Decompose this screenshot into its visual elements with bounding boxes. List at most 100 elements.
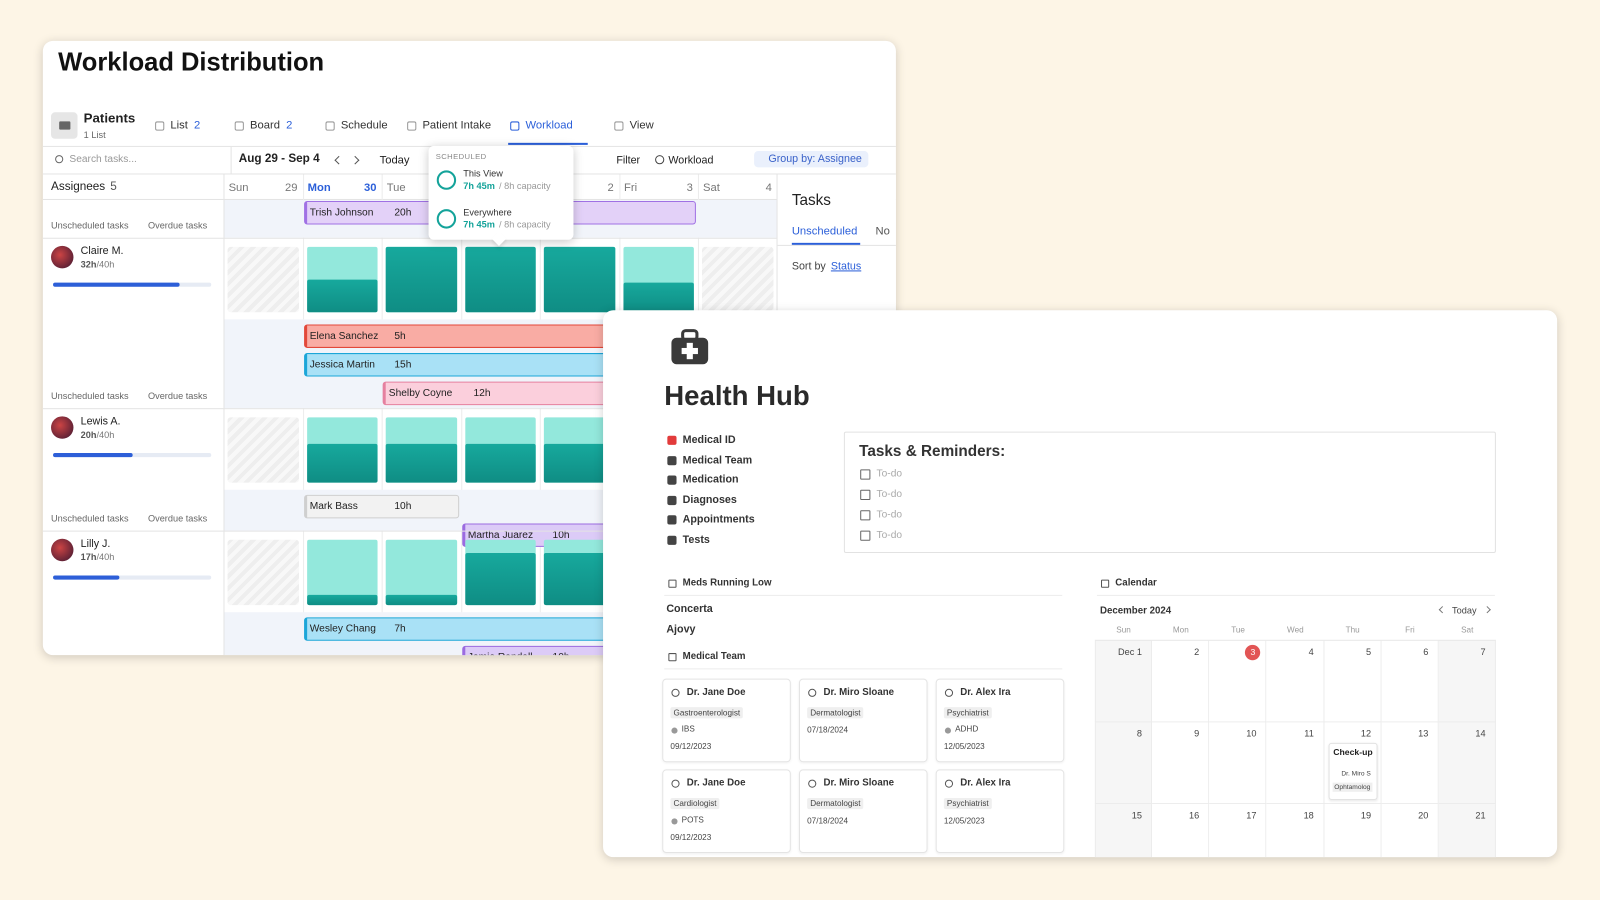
day-cell[interactable]: 17 [1209, 804, 1267, 858]
nav-icon [667, 495, 677, 505]
folder-shape [59, 121, 71, 130]
day-cell[interactable]: 21 [1438, 804, 1496, 858]
day-cell[interactable]: 2 [1152, 640, 1210, 723]
day-number: 12 [1360, 728, 1372, 739]
panel-tab[interactable]: No [875, 225, 890, 238]
checkbox[interactable] [860, 530, 871, 541]
hours-capacity: /40h [96, 259, 115, 270]
checkbox[interactable] [860, 510, 871, 521]
task-bar[interactable]: Elena Sanchez 5h [303, 324, 696, 348]
load-block [543, 443, 615, 483]
event-tag: Ophtamolog [1332, 782, 1373, 792]
doctor-card[interactable]: Dr. Miro Sloane Dermatologist 07/18/2024 [798, 769, 928, 854]
next-arrow[interactable] [350, 155, 360, 165]
divider [223, 174, 225, 656]
person-name: Lewis A. [80, 415, 121, 428]
day-cell[interactable]: 13 [1381, 722, 1439, 805]
task-hours: 10h [552, 529, 570, 541]
section-title: Calendar [1115, 577, 1157, 589]
health-hub-card: Health Hub Medical ID Medical Team Medicati… [603, 310, 1558, 858]
task-name: Wesley Chang [309, 623, 376, 635]
task-hours: 12h [473, 387, 491, 399]
search-input[interactable]: Search tasks... [69, 154, 137, 166]
day-number: 19 [1360, 810, 1372, 821]
filter-button[interactable]: Filter [616, 154, 641, 167]
panel-tab[interactable]: Unscheduled [791, 225, 858, 238]
day-cell[interactable]: 9 [1152, 722, 1210, 805]
day-cell[interactable]: 20 [1381, 804, 1439, 858]
nav-link[interactable]: Medical Team [682, 453, 753, 466]
day-cell[interactable]: 7 [1438, 640, 1496, 723]
divider [664, 668, 1063, 670]
sort-label: Sort by [791, 260, 826, 273]
nav-link[interactable]: Tests [682, 533, 710, 546]
day-cell[interactable]: 19 [1324, 804, 1382, 858]
checkbox[interactable] [860, 469, 871, 480]
day-number: 15 [1131, 810, 1142, 821]
event-card[interactable]: Check-up Dr. Miro S Ophtamolog [1328, 742, 1378, 800]
divider [1094, 639, 1496, 641]
progress-track [53, 453, 212, 458]
day-cell[interactable]: 14 [1438, 722, 1496, 805]
doctor-card[interactable]: Dr. Jane Doe Gastroenterologist IBS 09/12/2… [662, 678, 791, 763]
day-cell[interactable]: 18 [1266, 804, 1325, 858]
overdue-label: Overdue tasks [147, 390, 208, 402]
day-cell[interactable]: 8 [1094, 722, 1153, 805]
space-icon [51, 112, 78, 139]
title: Workload Distribution [58, 47, 325, 77]
workload-button[interactable]: Workload [668, 154, 714, 167]
tab[interactable]: View [630, 119, 654, 131]
tab[interactable]: List 2 [170, 119, 200, 131]
nav-link[interactable]: Medication [682, 473, 739, 486]
checkbox[interactable] [860, 489, 871, 500]
tab[interactable]: Workload [526, 119, 573, 131]
day-cell[interactable]: 5 [1324, 640, 1382, 723]
tab-label: Patient Intake [422, 119, 492, 132]
nav-link[interactable]: Appointments [682, 513, 755, 526]
person-name: Lilly J. [80, 537, 111, 550]
todo-item: To-do [876, 488, 903, 500]
task-bar[interactable]: Mark Bass 10h [303, 494, 459, 519]
day-cell[interactable]: 6 [1381, 640, 1439, 723]
doctor-icon [671, 779, 680, 788]
nav-link[interactable]: Diagnoses [682, 493, 737, 506]
tab[interactable]: Patient Intake [422, 119, 491, 131]
day-cell[interactable]: 15 [1094, 804, 1153, 858]
today-button[interactable]: Today [379, 154, 410, 167]
next-month[interactable] [1483, 606, 1491, 614]
nav-icon [667, 435, 677, 445]
doctor-card[interactable]: Dr. Miro Sloane Dermatologist 07/18/2024 [798, 678, 928, 763]
tab[interactable]: Schedule [341, 119, 388, 131]
doctor-name: Dr. Miro Sloane [823, 777, 895, 789]
today-button[interactable]: Today [1452, 605, 1477, 616]
page-title: Health Hub [664, 380, 810, 412]
scope-label: Everywhere [463, 207, 512, 218]
doctor-card[interactable]: Dr. Alex Ira Psychiatrist ADHD 12/05/2023 [935, 678, 1065, 763]
doctor-card[interactable]: Dr. Alex Ira Psychiatrist 12/05/2023 [935, 769, 1065, 854]
load-block [464, 443, 536, 483]
day-cell[interactable]: 4 [1266, 640, 1325, 723]
task-bar[interactable]: Wesley Chang 7h [303, 617, 696, 641]
group-chip[interactable]: Group by: Assignee [754, 151, 868, 168]
day-cell[interactable]: 10 [1209, 722, 1267, 805]
prev-arrow[interactable] [334, 155, 344, 165]
day-cell[interactable]: 11 [1266, 722, 1325, 805]
day-cell[interactable]: 16 [1152, 804, 1210, 858]
day-number: 21 [1475, 810, 1486, 821]
nav-link[interactable]: Medical ID [682, 433, 736, 446]
sort-value[interactable]: Status [830, 260, 862, 273]
hours: 7h 45m [463, 219, 495, 230]
prev-month[interactable] [1438, 606, 1446, 614]
tab[interactable]: Board 2 [250, 119, 292, 131]
day-cell[interactable]: 12 Check-up Dr. Miro S Ophtamolog [1324, 722, 1382, 805]
weekday: Thu [1345, 625, 1360, 635]
diagnosis: ADHD [955, 724, 979, 734]
tab-count: 2 [194, 119, 201, 132]
day-cell[interactable]: 3 [1209, 640, 1267, 723]
day-number: 29 [284, 181, 298, 194]
doctor-card[interactable]: Dr. Jane Doe Cardiologist POTS 09/12/2023 [662, 769, 791, 854]
day-cell[interactable]: Dec 1 [1094, 640, 1153, 723]
capacity-block [385, 539, 457, 606]
date: 12/05/2023 [943, 816, 985, 826]
